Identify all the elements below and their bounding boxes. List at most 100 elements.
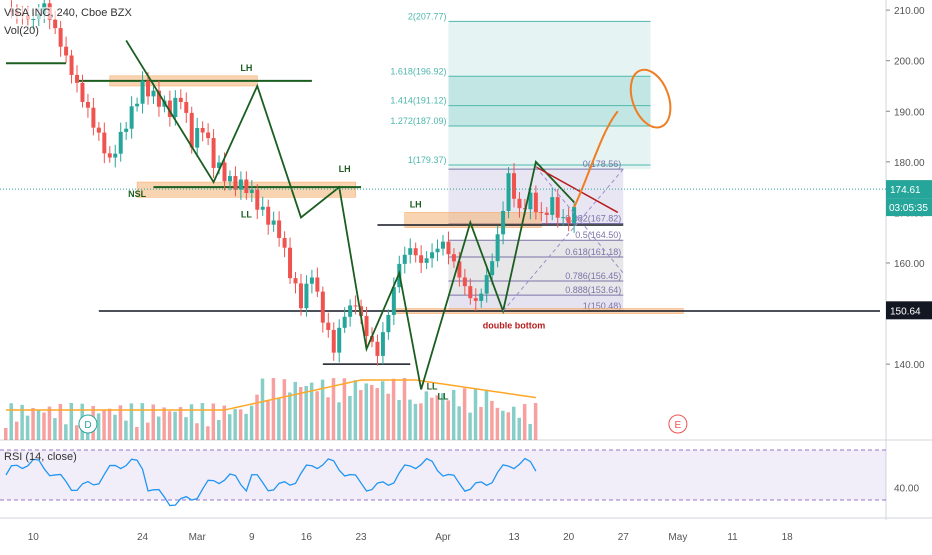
volume-bar bbox=[364, 383, 369, 440]
candle-body bbox=[184, 101, 189, 113]
marked-price-tag bbox=[886, 301, 932, 320]
time-tick-label: Mar bbox=[189, 532, 207, 543]
volume-bar bbox=[430, 397, 434, 440]
candle-body bbox=[222, 162, 227, 182]
candle-body bbox=[359, 306, 364, 317]
volume-bar bbox=[408, 399, 412, 440]
candle-body bbox=[113, 153, 118, 158]
fib-level-label: 2(207.77) bbox=[408, 11, 447, 21]
candle-body bbox=[96, 127, 101, 133]
candle-body bbox=[561, 217, 566, 219]
volume-bar bbox=[337, 402, 341, 440]
volume-bar bbox=[189, 404, 194, 440]
volume-bar bbox=[173, 411, 177, 440]
event-marker-label: E bbox=[675, 420, 682, 431]
candle-body bbox=[129, 106, 134, 129]
candle-body bbox=[118, 131, 123, 154]
volume-bar bbox=[118, 405, 123, 440]
volume-bar bbox=[468, 412, 472, 440]
candle-body bbox=[364, 316, 369, 337]
annotation-label: LL bbox=[241, 209, 252, 219]
candle-body bbox=[304, 283, 309, 309]
volume-bar bbox=[271, 378, 276, 440]
candle-body bbox=[473, 298, 478, 301]
candle-body bbox=[539, 212, 544, 214]
volume-bar bbox=[266, 400, 270, 440]
volume-bar bbox=[304, 385, 308, 440]
candle-body bbox=[271, 220, 276, 225]
fib-extension-band bbox=[448, 76, 651, 126]
fib-level-label: 1.414(191.12) bbox=[390, 96, 446, 106]
annotation-label: LH bbox=[240, 63, 252, 73]
volume-bar bbox=[178, 407, 183, 440]
candle-body bbox=[326, 322, 331, 330]
candle-body bbox=[408, 248, 413, 255]
annotation-label: LH bbox=[339, 164, 351, 174]
candle-body bbox=[446, 241, 451, 255]
candle-body bbox=[375, 341, 380, 356]
volume-bar bbox=[146, 422, 150, 440]
time-tick-label: 13 bbox=[508, 532, 520, 543]
time-tick-label: Apr bbox=[435, 532, 451, 543]
volume-bar bbox=[140, 403, 145, 440]
candle-body bbox=[140, 80, 145, 104]
candle-body bbox=[260, 206, 265, 210]
candle-body bbox=[424, 258, 429, 263]
candle-body bbox=[217, 162, 222, 168]
candle-body bbox=[64, 46, 69, 56]
candle-body bbox=[430, 252, 435, 259]
volume-bar bbox=[47, 406, 52, 440]
candle-body bbox=[348, 305, 353, 317]
candle-body bbox=[151, 90, 156, 97]
candle-body bbox=[506, 173, 511, 211]
candle-body bbox=[462, 277, 467, 287]
volume-bar bbox=[288, 392, 292, 440]
projection-arrow bbox=[573, 110, 619, 208]
fib-zone-lower bbox=[448, 295, 624, 312]
volume-bar bbox=[211, 403, 216, 440]
fib-level-label: 0.888(153.64) bbox=[565, 285, 621, 295]
volume-bar bbox=[348, 395, 352, 440]
fib-extension-zone bbox=[448, 21, 651, 170]
candle-body bbox=[69, 55, 74, 75]
volume-bar bbox=[255, 394, 259, 440]
price-tick-label: 160.00 bbox=[894, 259, 925, 270]
volume-bar bbox=[277, 398, 281, 440]
volume-bar bbox=[238, 409, 243, 440]
volume-bar bbox=[533, 403, 538, 440]
rsi-tick-label: 40.00 bbox=[894, 484, 919, 495]
volume-bar bbox=[4, 428, 8, 440]
volume-bar bbox=[31, 408, 35, 440]
target-circle bbox=[629, 68, 672, 129]
volume-ma-line bbox=[6, 379, 536, 411]
candle-body bbox=[200, 127, 205, 133]
volume-bar bbox=[96, 413, 101, 440]
time-tick-label: 10 bbox=[28, 532, 40, 543]
time-tick-label: 23 bbox=[356, 532, 368, 543]
candle-body bbox=[173, 97, 178, 118]
candle-body bbox=[479, 293, 484, 301]
candle-body bbox=[167, 100, 172, 118]
candle-body bbox=[331, 329, 336, 353]
candle-body bbox=[211, 138, 216, 168]
time-tick-label: 16 bbox=[301, 532, 313, 543]
volume-bar bbox=[484, 389, 489, 440]
volume-bar bbox=[167, 411, 172, 440]
candle-body bbox=[490, 261, 495, 276]
rsi-line bbox=[5, 457, 537, 507]
volume-bar bbox=[419, 403, 423, 440]
fib-level-label: 0.382(167.82) bbox=[565, 213, 621, 223]
volume-bar bbox=[457, 406, 461, 440]
volume-bar bbox=[162, 407, 166, 440]
candle-body bbox=[402, 254, 407, 264]
candle-body bbox=[233, 176, 238, 190]
candle-body bbox=[320, 291, 325, 323]
current-price-value: 174.61 bbox=[890, 185, 921, 196]
time-tick-label: May bbox=[668, 532, 687, 543]
candle-body bbox=[249, 189, 254, 193]
candle-body bbox=[288, 247, 293, 279]
candle-body bbox=[189, 112, 194, 148]
fib-level-label: 1(150.48) bbox=[583, 301, 622, 311]
time-tick-label: 24 bbox=[137, 532, 149, 543]
